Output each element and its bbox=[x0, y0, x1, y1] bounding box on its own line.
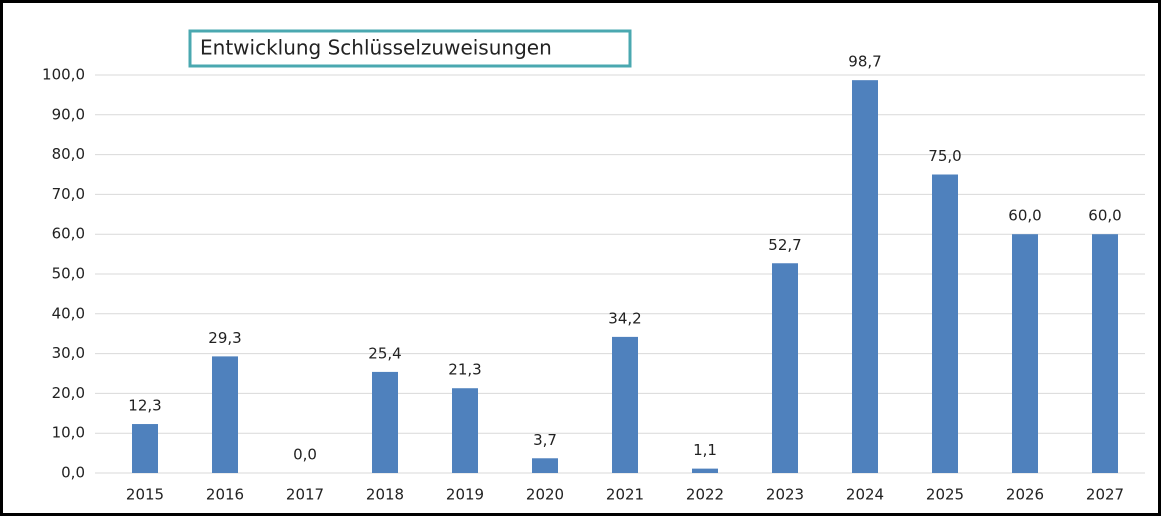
chart-title: Entwicklung Schlüsselzuweisungen bbox=[200, 36, 552, 60]
bar bbox=[1012, 234, 1038, 473]
y-tick-label: 20,0 bbox=[52, 384, 85, 402]
bar bbox=[532, 458, 558, 473]
data-label: 25,4 bbox=[368, 344, 401, 362]
x-tick-label: 2022 bbox=[686, 486, 724, 504]
data-label: 0,0 bbox=[293, 446, 317, 464]
data-label: 29,3 bbox=[208, 329, 241, 347]
x-tick-label: 2027 bbox=[1086, 486, 1124, 504]
y-tick-label: 70,0 bbox=[52, 185, 85, 203]
title-box bbox=[188, 29, 632, 68]
x-tick-label: 2025 bbox=[926, 486, 964, 504]
data-label: 3,7 bbox=[533, 431, 557, 449]
bar bbox=[772, 263, 798, 473]
bar bbox=[852, 80, 878, 473]
x-tick-label: 2026 bbox=[1006, 486, 1044, 504]
bar bbox=[132, 424, 158, 473]
data-label: 21,3 bbox=[448, 361, 481, 379]
y-tick-label: 0,0 bbox=[61, 464, 85, 482]
y-tick-label: 90,0 bbox=[52, 105, 85, 123]
bar bbox=[692, 468, 718, 473]
bar bbox=[932, 174, 958, 473]
y-tick-label: 30,0 bbox=[52, 344, 85, 362]
y-tick-label: 60,0 bbox=[52, 225, 85, 243]
data-label: 98,7 bbox=[848, 53, 881, 71]
x-tick-label: 2015 bbox=[126, 486, 164, 504]
x-tick-label: 2023 bbox=[766, 486, 804, 504]
bar bbox=[612, 336, 638, 473]
data-label: 34,2 bbox=[608, 309, 641, 327]
x-tick-label: 2019 bbox=[446, 486, 484, 504]
y-tick-label: 10,0 bbox=[52, 424, 85, 442]
x-tick-label: 2021 bbox=[606, 486, 644, 504]
bar bbox=[452, 388, 478, 473]
data-label: 60,0 bbox=[1008, 207, 1041, 225]
bar bbox=[372, 371, 398, 473]
x-tick-label: 2020 bbox=[526, 486, 564, 504]
y-tick-label: 50,0 bbox=[52, 265, 85, 283]
x-tick-label: 2016 bbox=[206, 486, 244, 504]
data-label: 12,3 bbox=[128, 397, 161, 415]
x-tick-label: 2017 bbox=[286, 486, 324, 504]
x-tick-label: 2018 bbox=[366, 486, 404, 504]
data-label: 1,1 bbox=[693, 441, 717, 459]
y-tick-label: 40,0 bbox=[52, 304, 85, 322]
bar bbox=[212, 356, 238, 473]
data-label: 52,7 bbox=[768, 236, 801, 254]
x-tick-label: 2024 bbox=[846, 486, 884, 504]
y-tick-label: 80,0 bbox=[52, 145, 85, 163]
data-label: 60,0 bbox=[1088, 207, 1121, 225]
y-tick-label: 100,0 bbox=[42, 66, 85, 84]
data-label: 75,0 bbox=[928, 147, 961, 165]
bar bbox=[1092, 234, 1118, 473]
